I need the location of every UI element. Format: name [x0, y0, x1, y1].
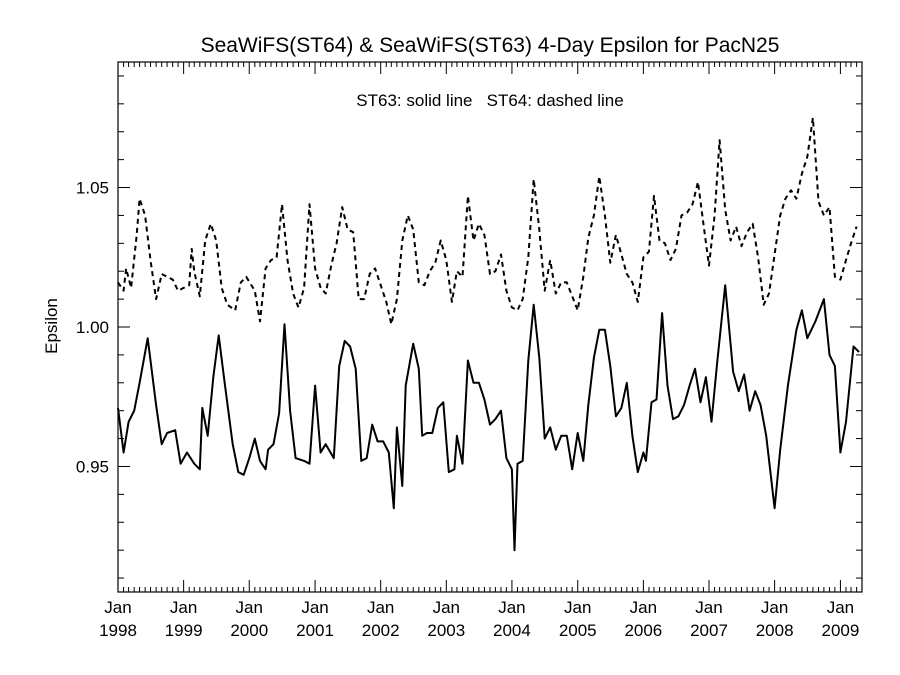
x-tick-label-month: Jan [761, 598, 788, 617]
x-tick-label-month: Jan [301, 598, 328, 617]
x-tick-label-year: 1998 [99, 621, 137, 640]
x-tick-label-month: Jan [433, 598, 460, 617]
x-tick-label-year: 2009 [822, 621, 860, 640]
y-axis-label: Epsilon [42, 298, 61, 354]
y-tick-label: 1.05 [76, 179, 109, 198]
x-tick-label-month: Jan [827, 598, 854, 617]
x-tick-label-month: Jan [367, 598, 394, 617]
chart-annotation: ST63: solid line ST64: dashed line [356, 91, 623, 110]
x-tick-label-year: 2002 [362, 621, 400, 640]
x-tick-label-year: 2004 [493, 621, 531, 640]
series-lines [117, 116, 860, 552]
x-tick-label-year: 2001 [296, 621, 334, 640]
x-tick-label-year: 2007 [690, 621, 728, 640]
plot-area [117, 61, 863, 593]
x-tick-label-year: 2005 [559, 621, 597, 640]
x-tick-label-month: Jan [564, 598, 591, 617]
x-tick-label-year: 1999 [165, 621, 203, 640]
series-line-st63 [117, 284, 860, 552]
x-tick-label-month: Jan [630, 598, 657, 617]
series-line-st64 [117, 116, 858, 326]
x-tick-label-month: Jan [236, 598, 263, 617]
x-tick-label-month: Jan [498, 598, 525, 617]
axis-ticks: 0.95 1.00 1.05 Jan 1998 Jan 1999 Jan 2000 Jan 2001… [76, 62, 863, 640]
x-tick-label-month: Jan [104, 598, 131, 617]
x-tick-label-month: Jan [695, 598, 722, 617]
x-tick-label-year: 2008 [756, 621, 794, 640]
x-tick-label-month: Jan [170, 598, 197, 617]
x-tick-label-year: 2000 [230, 621, 268, 640]
y-tick-label: 0.95 [76, 457, 109, 476]
x-tick-label-year: 2006 [624, 621, 662, 640]
y-tick-label: 1.00 [76, 318, 109, 337]
chart-title: SeaWiFS(ST64) & SeaWiFS(ST63) 4-Day Epsi… [201, 34, 780, 57]
x-tick-label-year: 2003 [427, 621, 465, 640]
